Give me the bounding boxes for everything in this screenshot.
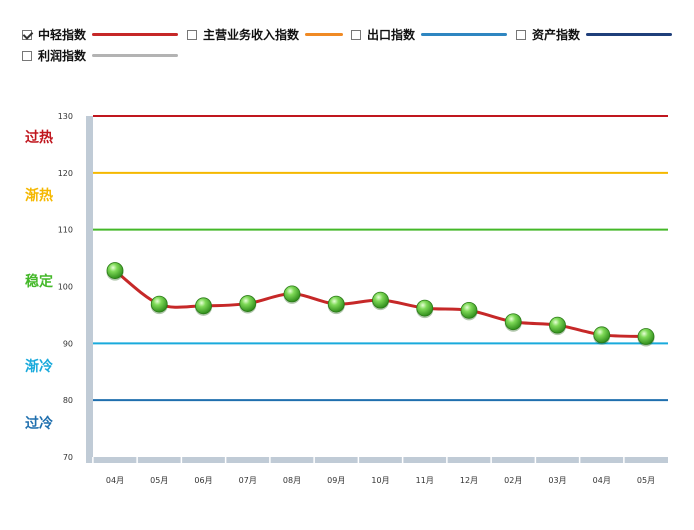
data-point [283, 285, 301, 303]
data-point [327, 295, 345, 313]
legend-item-assets-index[interactable]: 资产指数 [516, 26, 673, 43]
legend-line-swatch [421, 33, 508, 36]
legend-label: 中轻指数 [38, 28, 87, 42]
data-point [416, 299, 434, 317]
legend-checkbox[interactable] [22, 50, 32, 61]
x-axis: 04月 05月 06月 07月 08月 09月 10月 11月 12月 02月 03月 04月 05月 [92, 457, 655, 485]
y-axis-ticks: 70 80 90 100 110 120 130 [58, 112, 73, 462]
legend-item-main-revenue-index[interactable]: 主营业务收入指数 [187, 26, 344, 43]
legend-label: 出口指数 [367, 28, 416, 42]
legend-label: 主营业务收入指数 [203, 28, 300, 42]
y-axis-band [86, 116, 93, 463]
zone-label-stable: 稳定 [25, 274, 53, 290]
data-point [549, 316, 566, 334]
chart-legend: 中轻指数 主营业务收入指数 出口指数 资产指数 利润指数 [0, 0, 694, 70]
x-tick-label: 08月 [283, 476, 301, 485]
x-tick-label: 06月 [194, 476, 212, 485]
series-layer [106, 262, 655, 347]
data-point [150, 295, 168, 313]
legend-checkbox-checked[interactable] [22, 29, 32, 40]
legend-label: 资产指数 [532, 28, 581, 42]
y-tick-label: 120 [58, 169, 73, 178]
x-tick-label: 03月 [548, 476, 566, 485]
legend-line-swatch [92, 54, 179, 57]
zone-label-warming: 渐热 [25, 188, 53, 204]
y-tick-label: 80 [63, 396, 73, 405]
x-tick-label: 12月 [460, 476, 478, 485]
y-axis-bar [86, 116, 668, 463]
x-tick-label: 11月 [416, 476, 434, 485]
legend-item-export-index[interactable]: 出口指数 [351, 26, 508, 43]
legend-item-light-industry-index[interactable]: 中轻指数 [22, 26, 179, 43]
data-point [195, 297, 212, 315]
data-point [372, 291, 389, 309]
legend-checkbox[interactable] [351, 29, 361, 40]
legend-checkbox[interactable] [187, 29, 197, 40]
legend-line-swatch [92, 33, 179, 36]
zone-label-cold: 过冷 [25, 416, 53, 432]
data-point [106, 262, 124, 279]
legend-label: 利润指数 [38, 49, 87, 63]
legend-item-profit-index[interactable]: 利润指数 [22, 47, 179, 64]
y-tick-label: 110 [58, 226, 73, 235]
data-point [239, 295, 257, 312]
legend-line-swatch [586, 33, 673, 36]
x-tick-label: 07月 [239, 476, 257, 485]
legend-line-swatch [305, 33, 344, 36]
x-tick-label: 05月 [150, 476, 168, 485]
x-tick-label: 05月 [637, 476, 655, 485]
x-tick-label: 04月 [106, 476, 124, 485]
y-tick-label: 90 [63, 339, 73, 348]
y-tick-label: 100 [58, 283, 73, 292]
data-point [637, 328, 655, 345]
reference-lines [93, 115, 668, 402]
y-tick-label: 70 [63, 453, 73, 462]
data-point [460, 301, 478, 319]
data-point [593, 326, 611, 344]
x-axis-band [86, 457, 668, 463]
x-tick-label: 04月 [593, 476, 611, 485]
x-tick-label: 10月 [371, 476, 389, 485]
y-tick-label: 130 [58, 112, 73, 121]
x-tick-label: 02月 [504, 476, 522, 485]
zone-label-cooling: 渐冷 [25, 359, 53, 375]
x-tick-label: 09月 [327, 476, 345, 485]
legend-checkbox[interactable] [516, 29, 526, 40]
data-point [504, 313, 522, 331]
zone-label-overheat: 过热 [25, 130, 53, 146]
